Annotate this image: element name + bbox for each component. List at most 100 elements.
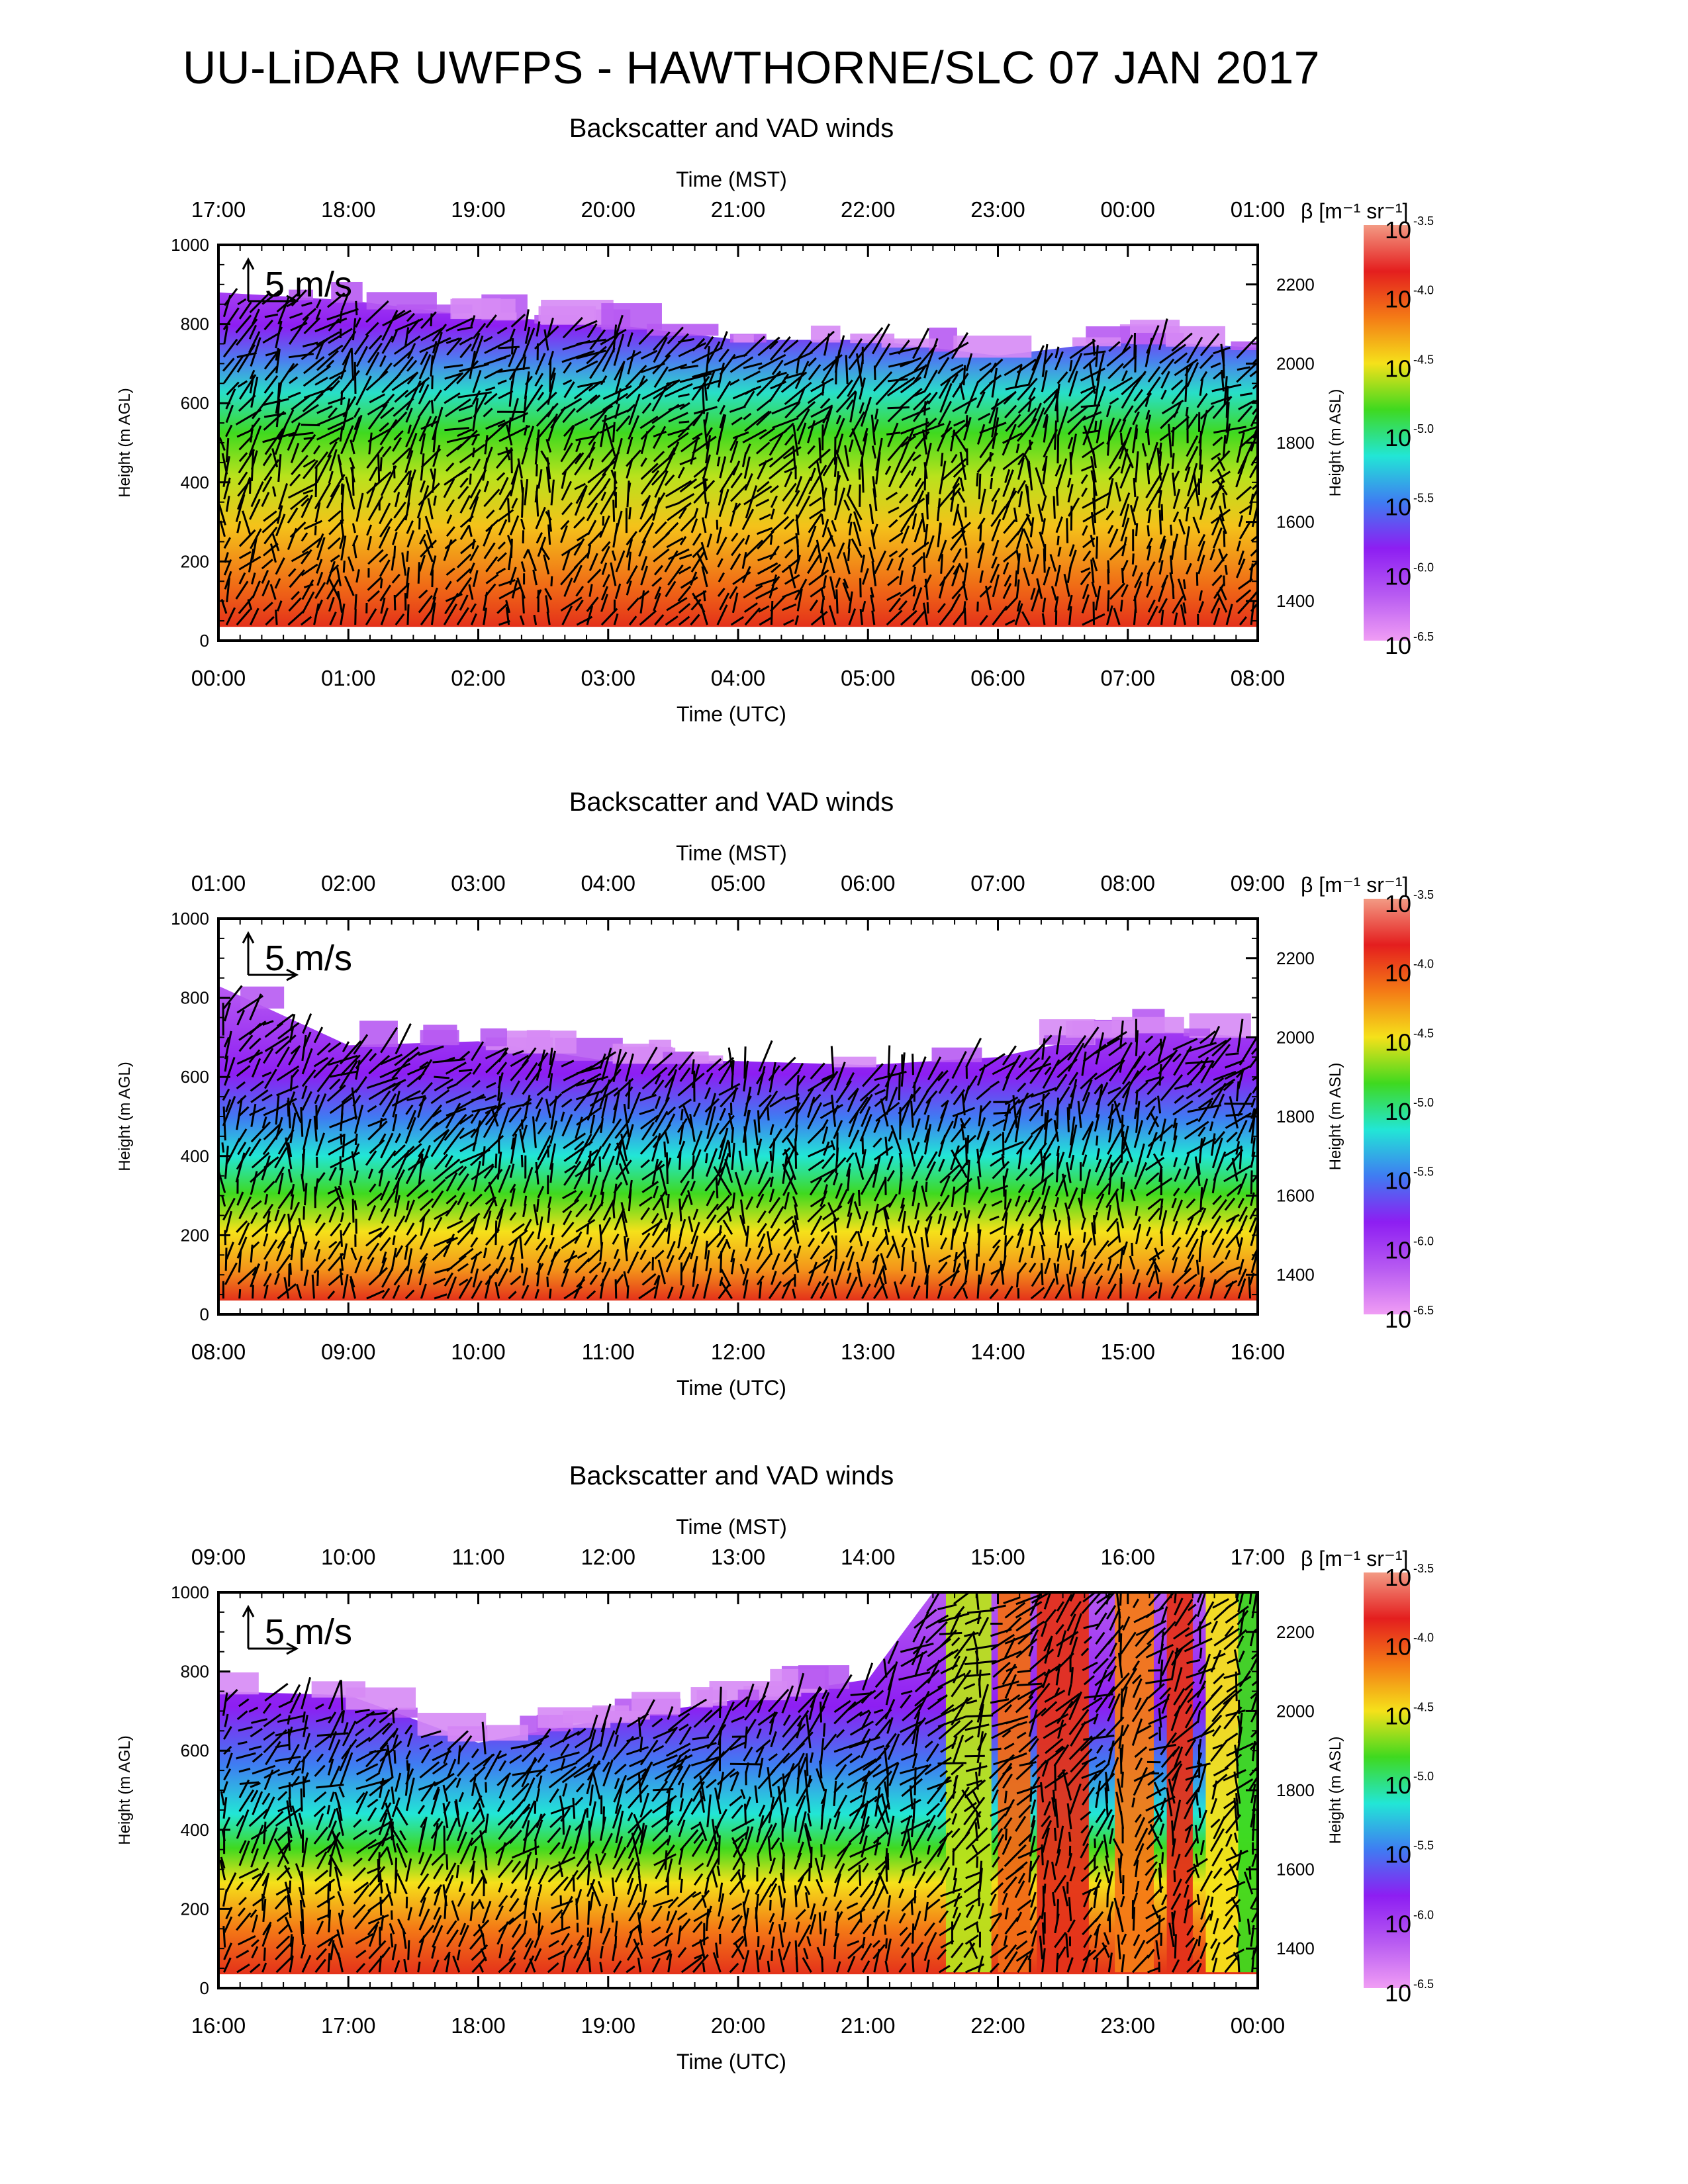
wind-vector — [920, 1236, 926, 1260]
wind-vector — [640, 425, 655, 440]
wind-vector — [1056, 1263, 1060, 1273]
wind-vector — [1158, 1064, 1162, 1086]
wind-vector — [263, 1156, 279, 1169]
wind-vector — [874, 550, 887, 574]
wind-vector — [836, 1189, 848, 1211]
wind-vector — [1134, 572, 1144, 588]
wind-vector — [238, 572, 246, 584]
wind-vector — [759, 427, 776, 440]
wind-vector — [1145, 472, 1163, 498]
wind-vector — [263, 1796, 275, 1819]
wind-vector — [303, 520, 323, 530]
wind-vector — [978, 412, 991, 421]
wind-vector — [250, 1171, 258, 1195]
wind-vector — [433, 495, 437, 506]
cloud-patch — [833, 1056, 876, 1068]
wind-vector — [758, 1281, 763, 1299]
wind-vector — [1133, 388, 1144, 402]
wind-vector — [472, 1063, 482, 1075]
wind-vector — [912, 1645, 923, 1655]
wind-vector — [898, 1204, 906, 1222]
wind-vector — [796, 1756, 807, 1780]
wind-vector — [639, 1699, 655, 1727]
wind-vector — [925, 1898, 941, 1911]
wind-vector — [745, 1225, 749, 1247]
wind-vector — [287, 507, 299, 523]
wind-vector — [846, 1902, 859, 1909]
wind-vector — [1017, 407, 1037, 428]
wind-vector — [1135, 428, 1139, 439]
wind-vector — [757, 562, 778, 575]
wind-vector — [1039, 1213, 1045, 1235]
wind-vector — [248, 331, 261, 353]
wind-vector — [431, 332, 443, 365]
wind-vector — [757, 1682, 770, 1713]
wind-vector — [328, 1739, 341, 1764]
wind-vector — [626, 379, 649, 400]
wind-vector — [430, 468, 435, 480]
wind-vector — [432, 406, 444, 441]
wind-vector — [769, 1128, 783, 1149]
wind-vector — [937, 539, 947, 562]
colorbar-tick-exponent: -5.0 — [1413, 422, 1434, 435]
wind-vector — [252, 1872, 262, 1880]
wind-vector — [418, 555, 426, 572]
wind-vector — [822, 406, 833, 437]
wind-vector — [238, 471, 248, 486]
wind-vector — [758, 1804, 766, 1817]
wind-vector — [1184, 466, 1191, 482]
wind-vector — [456, 1071, 472, 1085]
wind-vector — [927, 492, 930, 505]
wind-vector — [406, 432, 418, 459]
wind-vector — [990, 362, 997, 373]
wind-vector — [705, 1778, 717, 1789]
wind-vector — [303, 365, 332, 387]
wind-vector — [1004, 574, 1011, 587]
wind-vector — [405, 1234, 418, 1248]
wind-vector — [395, 1245, 404, 1258]
wind-vector — [379, 1237, 391, 1251]
wind-vector — [277, 1187, 294, 1210]
wind-vector — [1119, 1059, 1123, 1073]
wind-vector — [532, 1116, 537, 1148]
wind-vector — [779, 1842, 786, 1856]
wind-vector — [521, 1285, 530, 1299]
wind-vector — [743, 1060, 749, 1092]
wind-vector — [1236, 336, 1258, 359]
wind-vector — [888, 1762, 900, 1786]
wind-vector — [1004, 469, 1011, 483]
wind-vector — [572, 1797, 576, 1819]
wind-vector — [350, 467, 355, 483]
wind-vector — [261, 515, 281, 533]
wind-vector — [250, 417, 261, 431]
wind-vector — [1236, 540, 1241, 552]
wind-vector — [586, 606, 594, 625]
wind-vector — [938, 1910, 949, 1923]
wind-vector — [1160, 610, 1164, 625]
wind-vector — [718, 572, 725, 582]
colorbar-tick-base: 10 — [1385, 494, 1411, 521]
wind-vector — [1030, 588, 1036, 600]
wind-vector — [597, 1880, 604, 1893]
wind-vector — [1122, 1241, 1128, 1255]
wind-vector — [316, 1042, 331, 1056]
wind-vector — [1196, 1259, 1200, 1275]
wind-vector — [236, 1882, 244, 1891]
cloud-patch — [420, 1030, 459, 1046]
wind-vector — [743, 1747, 753, 1762]
wind-vector — [745, 1196, 754, 1210]
wind-vector — [1029, 517, 1035, 537]
wind-vector — [497, 448, 514, 456]
wind-vector — [704, 412, 709, 427]
wind-vector — [419, 1208, 431, 1223]
wind-vector — [420, 311, 437, 330]
wind-vector — [563, 1160, 582, 1186]
wind-vector — [900, 451, 916, 474]
wind-vector — [496, 1799, 506, 1812]
wind-vector — [459, 363, 489, 373]
wind-vector — [690, 614, 700, 626]
wind-vector — [301, 579, 314, 600]
wind-vector — [1159, 1210, 1168, 1234]
wind-vector — [1002, 469, 1014, 498]
wind-vector — [1146, 585, 1154, 598]
